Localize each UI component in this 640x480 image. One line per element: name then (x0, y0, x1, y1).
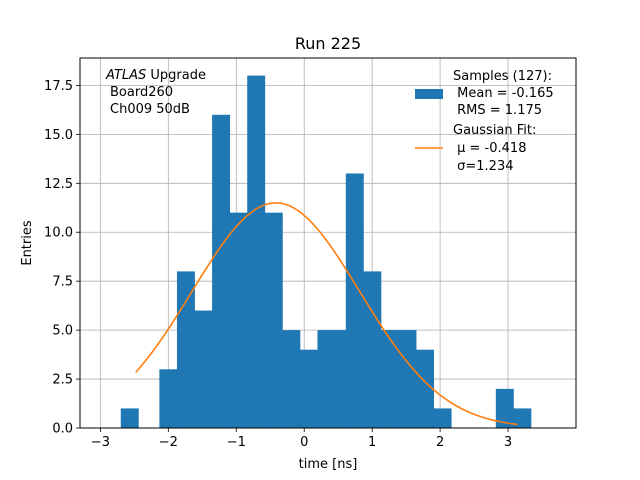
x-tick-label: −2 (159, 435, 178, 450)
x-axis-label: time [ns] (299, 457, 358, 472)
y-tick-label: 5.0 (52, 324, 73, 339)
y-tick-label: 2.5 (52, 373, 73, 388)
histogram-bar-17 (433, 408, 452, 428)
legend-fit-line-3: σ=1.234 (453, 159, 513, 174)
legend: Samples (127): Mean = -0.165 RMS = 1.175… (415, 69, 554, 174)
histogram-bar-3 (194, 310, 213, 428)
gaussian-fit-curve (135, 202, 518, 426)
histogram-bar-1 (159, 369, 178, 428)
legend-samples-line-3: RMS = 1.175 (453, 103, 542, 118)
histogram-bar-12 (345, 173, 364, 428)
legend-fit-line-1: Gaussian Fit: (453, 123, 536, 138)
histogram-bars (120, 75, 532, 428)
x-tick-label: −1 (227, 435, 246, 450)
histogram-bar-4 (212, 114, 231, 428)
annotation-line-1: ATLAS Upgrade (105, 68, 206, 83)
histogram-bar-14 (380, 330, 399, 428)
histogram-bar-19 (513, 408, 532, 428)
legend-fit-line-2: μ = -0.418 (453, 141, 526, 156)
histogram-bar-7 (264, 212, 283, 428)
x-tick-label: 0 (300, 435, 308, 450)
histogram-bar-18 (495, 388, 514, 428)
histogram-bar-10 (317, 330, 336, 428)
x-tick-label: 1 (368, 435, 376, 450)
annotation-line-3: Ch009 50dB (110, 102, 190, 117)
annotation-line-2: Board260 (110, 85, 173, 100)
upgrade-label: Upgrade (146, 68, 206, 83)
legend-samples-swatch (415, 89, 443, 99)
atlas-label: ATLAS (105, 68, 146, 83)
histogram-bar-2 (176, 271, 195, 428)
y-tick-label: 10.0 (44, 226, 73, 241)
histogram-bar-0 (120, 408, 139, 428)
y-tick-label: 7.5 (52, 275, 73, 290)
grid-lines (80, 58, 576, 429)
y-tick-label: 17.5 (44, 79, 73, 94)
histogram-bar-8 (282, 330, 301, 428)
y-axis-label: Entries (20, 220, 35, 266)
y-tick-label: 0.0 (52, 422, 73, 437)
legend-samples-line-2: Mean = -0.165 (453, 86, 554, 101)
x-tick-label: 3 (504, 435, 512, 450)
x-tick-label: −3 (91, 435, 110, 450)
histogram-bar-13 (363, 271, 382, 428)
annotation-box: ATLAS Upgrade Board260 Ch009 50dB (105, 68, 206, 117)
histogram-bar-16 (416, 349, 435, 428)
y-tick-label: 15.0 (44, 128, 73, 143)
histogram-bar-6 (247, 75, 266, 428)
plot-frame (79, 57, 577, 429)
histogram-bar-9 (299, 349, 318, 428)
histogram-bar-5 (229, 212, 248, 428)
x-tick-label: 2 (436, 435, 444, 450)
y-tick-label: 12.5 (44, 177, 73, 192)
histogram-bar-15 (398, 330, 417, 428)
x-axis-ticks: −3 −2 −1 0 1 2 3 (91, 428, 512, 450)
legend-samples-line-1: Samples (127): (453, 69, 552, 84)
chart-title: Run 225 (295, 34, 361, 53)
y-axis-ticks: 0.0 2.5 5.0 7.5 10.0 12.5 15.0 17.5 (44, 79, 80, 437)
